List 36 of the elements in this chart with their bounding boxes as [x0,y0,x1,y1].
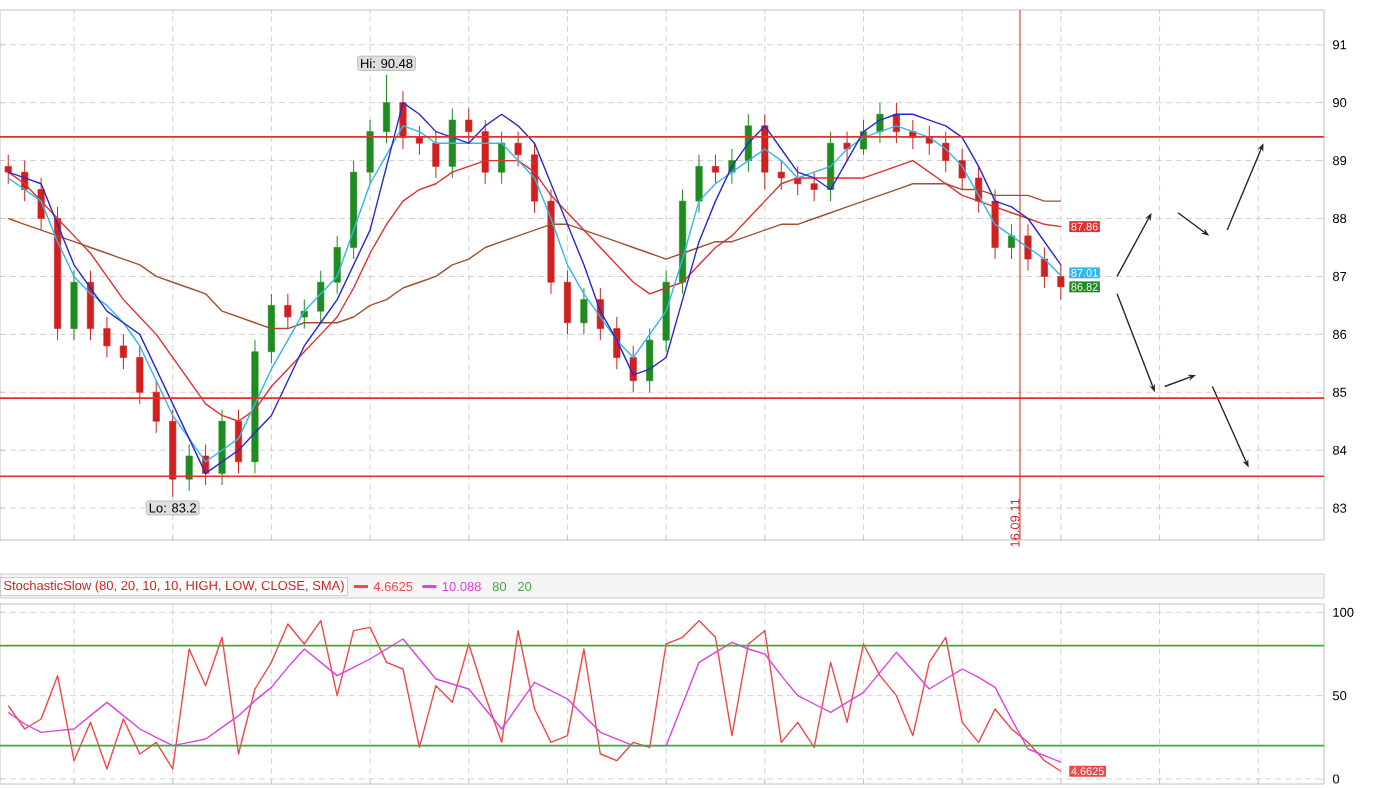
candlestick [284,293,292,330]
candlestick [119,333,127,370]
candlestick [646,328,654,393]
candlestick [514,131,522,167]
candlestick [613,316,621,370]
candlestick [465,107,473,144]
candlestick [317,270,325,324]
candlestick [383,74,391,144]
candlestick [333,235,341,295]
candlestick [1057,264,1065,301]
candlestick [810,171,818,202]
candlestick [136,345,144,405]
candlestick [415,125,423,156]
candlestick [432,131,440,179]
candlestick [629,345,637,393]
candlestick [843,131,851,162]
candlestick [103,316,111,359]
candlestick [695,154,703,214]
candlestick [711,154,719,185]
candlestick [86,270,94,341]
candlestick [185,443,193,492]
candlestick [531,142,539,214]
candlestick [448,107,456,179]
candlestick [498,131,506,185]
candlestick [1040,246,1048,289]
candlestick [70,270,78,341]
line-series [7,619,1062,772]
candlestick [563,270,571,335]
candlestick [267,293,275,364]
candlestick [4,154,12,185]
candlestick [777,160,785,191]
candlestick [1008,223,1016,260]
candlestick [366,119,374,185]
candlestick [991,189,999,260]
candlestick [580,287,588,335]
candlestick [942,131,950,173]
